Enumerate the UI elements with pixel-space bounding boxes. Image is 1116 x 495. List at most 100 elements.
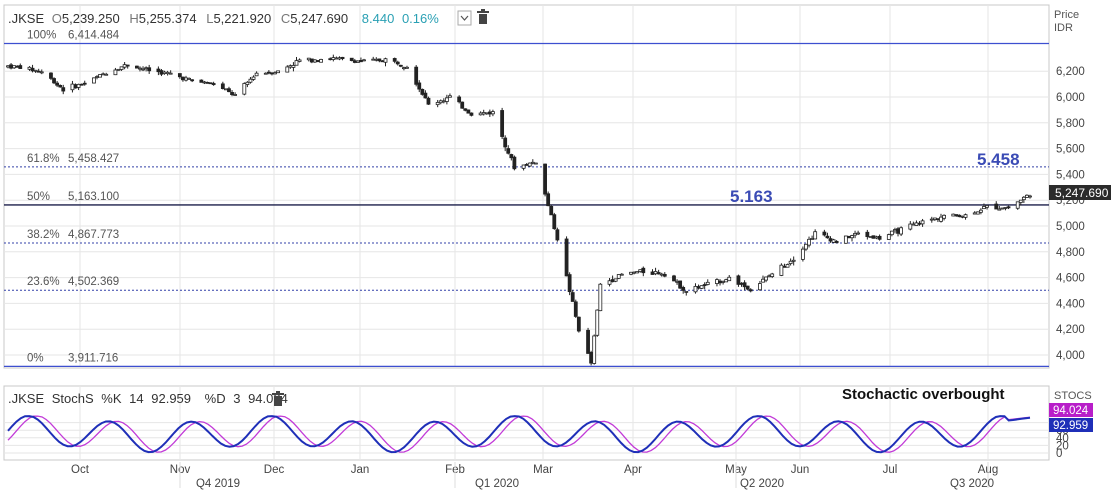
high-value: 5,255.374 <box>139 11 197 26</box>
candle-body <box>570 292 575 302</box>
svg-text:92.959: 92.959 <box>1053 420 1088 432</box>
candle-body <box>73 84 78 89</box>
price-tick-label: 5,000 <box>1056 221 1085 233</box>
candle-body <box>122 64 127 68</box>
candle-body <box>395 61 400 65</box>
candle-body <box>932 217 937 220</box>
candle-body <box>316 60 320 62</box>
candle-body <box>656 272 661 275</box>
stoch-overbought-note: Stochactic overbought <box>842 386 1005 403</box>
candle-body <box>208 82 213 85</box>
candle-body <box>58 85 63 88</box>
candle-body <box>52 78 56 84</box>
candle-body <box>856 232 861 235</box>
candle-body <box>850 235 854 239</box>
stoch-trash-icon[interactable] <box>272 391 284 406</box>
candle-body <box>865 231 870 238</box>
candle-body <box>355 60 360 63</box>
candle-body <box>936 218 940 221</box>
svg-text:94.024: 94.024 <box>1053 405 1089 417</box>
close-value: 5,247.690 <box>290 11 348 26</box>
candle-body <box>101 73 106 76</box>
candle-body <box>402 67 406 70</box>
candle-body <box>736 275 741 285</box>
candle-body <box>70 83 75 91</box>
candle-body <box>521 164 526 169</box>
dropdown-toggle-button[interactable] <box>457 10 472 26</box>
candle-body <box>957 214 962 218</box>
candle-body <box>141 68 145 71</box>
candle-body <box>116 68 121 71</box>
fib-pct-label: 50% <box>27 191 50 203</box>
open-value: 5,239.250 <box>62 11 120 26</box>
candle-body <box>39 71 44 74</box>
candle-body <box>199 79 204 83</box>
candle-body <box>184 77 188 81</box>
candle-body <box>270 72 274 75</box>
candle-body <box>546 193 551 207</box>
candle-body <box>868 236 873 238</box>
candle-body <box>230 92 234 96</box>
candle-body <box>715 279 719 284</box>
fib-pct-label: 23.6% <box>27 276 60 288</box>
candle-body <box>371 58 376 61</box>
candle-body <box>791 259 796 262</box>
candle-body <box>460 101 465 109</box>
candle-body <box>487 111 492 115</box>
month-label: Jun <box>791 464 810 476</box>
candle-body <box>438 100 443 104</box>
candle-body <box>1018 199 1023 203</box>
candle-body <box>506 148 511 154</box>
trash-icon[interactable] <box>477 9 489 24</box>
annotation-5458: 5.458 <box>977 150 1020 169</box>
candle-body <box>828 238 833 242</box>
candle-body <box>954 214 959 217</box>
candle-body <box>6 65 10 68</box>
price-tick-label: 5,800 <box>1056 118 1085 130</box>
stoch-d-tag <box>1049 403 1093 417</box>
candle-body <box>95 76 99 78</box>
candle-body <box>813 231 818 240</box>
candle-body <box>874 236 879 239</box>
stoch-k-tag <box>1049 418 1093 432</box>
change-value: 8.440 <box>362 11 395 26</box>
candle-body <box>469 112 474 116</box>
candle-body <box>512 156 517 170</box>
candle-body <box>220 83 225 90</box>
fibonacci-levels: 100% 6,414.484 61.8% 5,458.427 50% 5,163.100 3… <box>4 30 1049 368</box>
stoch-header: .JKSE StochS %K 14 92.959 %D 3 94.024 <box>8 391 288 406</box>
candle-body <box>405 66 409 69</box>
candle-body <box>985 205 989 208</box>
candle-body <box>202 81 207 84</box>
candle-body <box>423 92 428 99</box>
candle-body <box>843 235 848 244</box>
candle-body <box>441 100 446 103</box>
candle-body <box>491 111 495 115</box>
candle-body <box>963 214 968 218</box>
candle-body <box>972 212 977 215</box>
candle-body <box>1000 207 1005 210</box>
candle-body <box>297 59 302 62</box>
candle-body <box>899 227 903 235</box>
stoch-tick-label: 20 <box>1056 440 1069 452</box>
candle-body <box>997 208 1002 211</box>
candle-body <box>567 274 572 293</box>
candle-body <box>98 74 102 78</box>
candle-body <box>761 278 765 283</box>
candle-body <box>1028 195 1032 198</box>
candle-body <box>309 58 314 63</box>
candle-body <box>555 229 560 241</box>
candle-body <box>960 215 965 218</box>
candle-body <box>125 64 130 67</box>
fib-pct-label: 100% <box>27 30 56 42</box>
candle-body <box>306 57 311 61</box>
header-ohlc: .JKSE O5,239.250 H5,255.374 L5,221.920 C… <box>8 9 489 26</box>
candle-body <box>1025 194 1029 198</box>
candle-body <box>205 81 210 84</box>
candle-body <box>426 97 431 105</box>
month-label: Mar <box>533 464 553 476</box>
candle-body <box>33 69 38 72</box>
candle-body <box>12 65 17 69</box>
price-tick-label: 4,400 <box>1056 298 1085 310</box>
